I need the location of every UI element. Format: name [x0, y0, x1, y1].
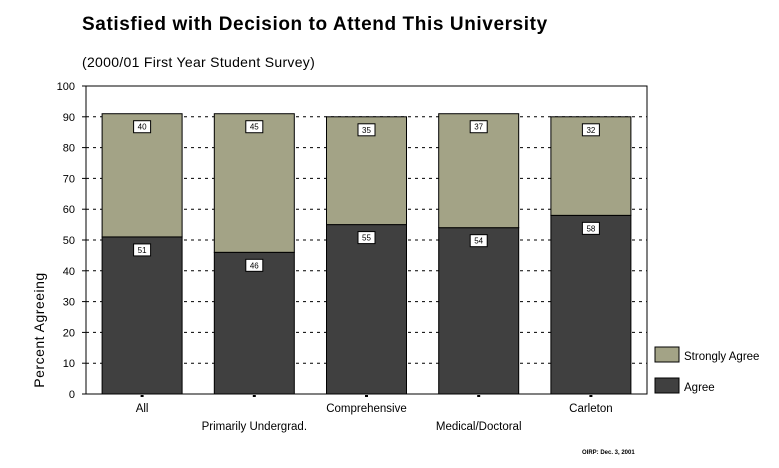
- x-tick-label: Primarily Undergrad.: [202, 421, 307, 433]
- data-label: 45: [250, 123, 259, 132]
- y-tick-label: 100: [57, 81, 75, 93]
- data-label-box: [357, 231, 376, 245]
- bar-agree: [550, 214, 632, 395]
- data-label-box: [581, 123, 600, 137]
- x-tick-label: All: [136, 403, 149, 415]
- data-label: 35: [362, 126, 371, 135]
- y-tick-label: 50: [63, 235, 75, 247]
- data-label: 55: [362, 234, 371, 243]
- data-label-box: [469, 120, 488, 134]
- x-tick-mark: [365, 395, 368, 397]
- data-label: 51: [138, 246, 147, 255]
- bar-strongly-agree: [213, 113, 295, 253]
- x-tick-label: Medical/Doctoral: [436, 421, 522, 433]
- y-tick-label: 80: [63, 143, 75, 155]
- legend-swatch-agree: [654, 377, 680, 394]
- data-label: 58: [586, 224, 595, 233]
- legend-swatch-strongly-agree: [654, 346, 680, 363]
- bar-agree: [213, 251, 295, 395]
- x-tick-mark: [589, 395, 593, 397]
- legend-label: Strongly Agree: [684, 351, 759, 363]
- data-label: 37: [474, 123, 483, 132]
- y-tick-label: 10: [63, 358, 75, 370]
- data-label: 40: [138, 123, 147, 132]
- y-tick-label: 0: [69, 389, 75, 401]
- y-tick-label: 40: [63, 266, 75, 278]
- data-label-box: [357, 123, 376, 137]
- y-tick-label: 90: [63, 112, 75, 124]
- data-label-box: [469, 234, 488, 248]
- data-label-box: [245, 120, 264, 134]
- x-tick-label: Comprehensive: [326, 403, 407, 415]
- bar-agree: [438, 227, 520, 395]
- data-label: 32: [586, 126, 595, 135]
- bar-strongly-agree: [101, 113, 183, 238]
- y-tick-label: 20: [63, 327, 75, 339]
- data-label-box: [133, 120, 152, 134]
- x-tick-label: Carleton: [569, 403, 612, 415]
- y-axis-label: Percent Agreeing: [31, 272, 47, 387]
- source-note: OIRP: Dec. 3, 2001: [582, 450, 635, 456]
- data-label-box: [133, 243, 152, 257]
- y-tick-label: 60: [63, 204, 75, 216]
- y-tick-label: 30: [63, 297, 75, 309]
- legend-label: Agree: [684, 382, 715, 394]
- data-label: 54: [474, 237, 483, 246]
- bar-agree: [101, 236, 183, 395]
- chart-title: Satisfied with Decision to Attend This U…: [82, 14, 548, 35]
- chart-subtitle: (2000/01 First Year Student Survey): [82, 54, 316, 70]
- data-label-box: [245, 258, 264, 272]
- y-tick-label: 70: [63, 173, 75, 185]
- x-tick-mark: [140, 395, 144, 397]
- bar-agree: [326, 224, 407, 395]
- x-tick-mark: [477, 395, 481, 397]
- x-tick-mark: [252, 395, 256, 397]
- data-label-box: [581, 221, 600, 235]
- data-label: 46: [250, 261, 259, 270]
